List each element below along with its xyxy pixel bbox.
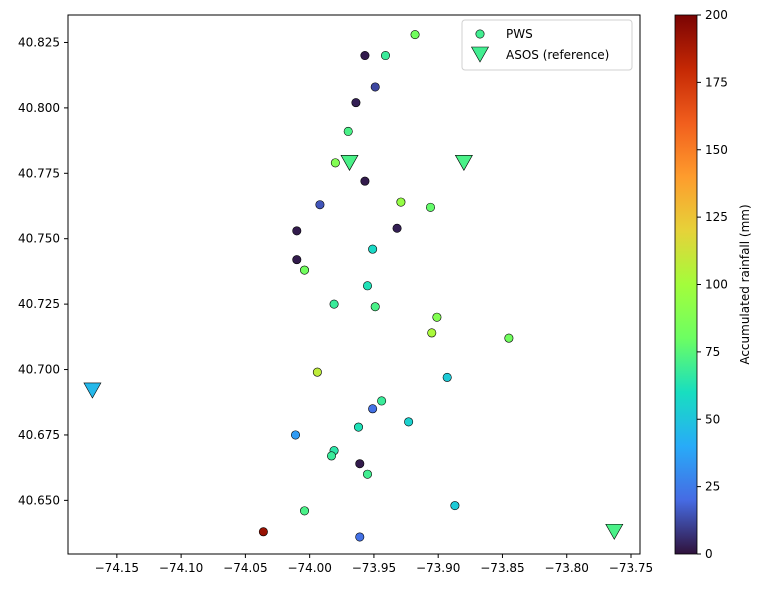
colorbar-tick-label: 175	[705, 75, 728, 89]
pws-point	[360, 51, 370, 61]
colorbar-tick-label: 0	[705, 547, 713, 561]
colorbar	[674, 14, 698, 555]
x-tick-label: −73.95	[352, 561, 396, 575]
legend-pws-marker	[475, 29, 485, 39]
colorbar-ticks: 0 25 50 75 100 125 150 175 200	[697, 8, 728, 561]
x-tick-label: −74.10	[159, 561, 203, 575]
pws-point	[425, 202, 435, 212]
pws-point	[315, 200, 325, 210]
legend-pws-label: PWS	[506, 27, 533, 41]
pws-point	[343, 126, 353, 136]
pws-point	[355, 532, 365, 542]
pws-point	[442, 372, 452, 382]
x-tick-label: −73.75	[609, 561, 653, 575]
y-tick-label: 40.750	[18, 232, 60, 246]
pws-point	[329, 299, 339, 309]
x-tick-label: −74.15	[95, 561, 139, 575]
pws-point	[362, 281, 372, 291]
plot-area-frame	[67, 14, 641, 555]
colorbar-tick-label: 50	[705, 412, 720, 426]
y-tick-label: 40.725	[18, 297, 60, 311]
pws-point	[353, 422, 363, 432]
pws-point	[368, 244, 378, 254]
x-tick-label: −73.90	[416, 561, 460, 575]
pws-point	[360, 176, 370, 186]
asos-point	[340, 155, 359, 171]
legend-asos-label: ASOS (reference)	[506, 48, 609, 62]
pws-point	[330, 158, 340, 168]
asos-point	[454, 155, 473, 171]
pws-point	[300, 506, 310, 516]
colorbar-label: Accumulated rainfall (mm)	[738, 204, 752, 364]
x-tick-label: −74.05	[223, 561, 267, 575]
pws-point	[291, 430, 301, 440]
pws-point	[362, 469, 372, 479]
x-tick-label: −74.00	[287, 561, 331, 575]
pws-point	[351, 98, 361, 108]
pws-point	[292, 226, 302, 236]
legend: PWS ASOS (reference)	[461, 19, 633, 71]
pws-point	[410, 30, 420, 40]
axes: −74.15 −74.10 −74.05 −74.00 −73.95 −73.90 −73.…	[18, 35, 653, 575]
y-tick-label: 40.775	[18, 166, 60, 180]
colorbar-tick-label: 150	[705, 143, 728, 157]
pws-point	[504, 333, 514, 343]
pws-point	[404, 417, 414, 427]
colorbar-tick-label: 25	[705, 480, 720, 494]
y-tick-label: 40.825	[18, 35, 60, 49]
pws-point	[450, 501, 460, 511]
colorbar-tick-label: 125	[705, 210, 728, 224]
colorbar-tick-label: 100	[705, 278, 728, 292]
x-tick-label: −73.85	[480, 561, 524, 575]
pws-point	[392, 223, 402, 233]
y-tick-label: 40.650	[18, 493, 60, 507]
y-tick-label: 40.700	[18, 363, 60, 377]
plot-marks	[83, 30, 624, 542]
colorbar-tick-label: 75	[705, 345, 720, 359]
asos-point	[605, 523, 624, 540]
pws-point	[370, 82, 380, 92]
pws-point	[292, 255, 302, 265]
pws-point	[370, 302, 380, 312]
pws-point	[327, 451, 337, 461]
pws-point	[377, 396, 387, 406]
colorbar-tick-label: 200	[705, 8, 728, 22]
pws-point	[432, 312, 442, 322]
asos-point	[83, 382, 102, 399]
y-tick-label: 40.800	[18, 101, 60, 115]
pws-point	[396, 197, 406, 207]
pws-point	[355, 459, 365, 469]
pws-point	[427, 328, 437, 338]
x-tick-label: −73.80	[545, 561, 589, 575]
pws-point	[312, 367, 322, 377]
pws-point	[300, 265, 310, 275]
legend-asos-marker	[470, 46, 490, 63]
legend-box	[461, 19, 633, 71]
pws-point	[368, 404, 378, 414]
y-tick-label: 40.675	[18, 428, 60, 442]
pws-point	[258, 527, 268, 537]
pws-point	[380, 51, 390, 61]
